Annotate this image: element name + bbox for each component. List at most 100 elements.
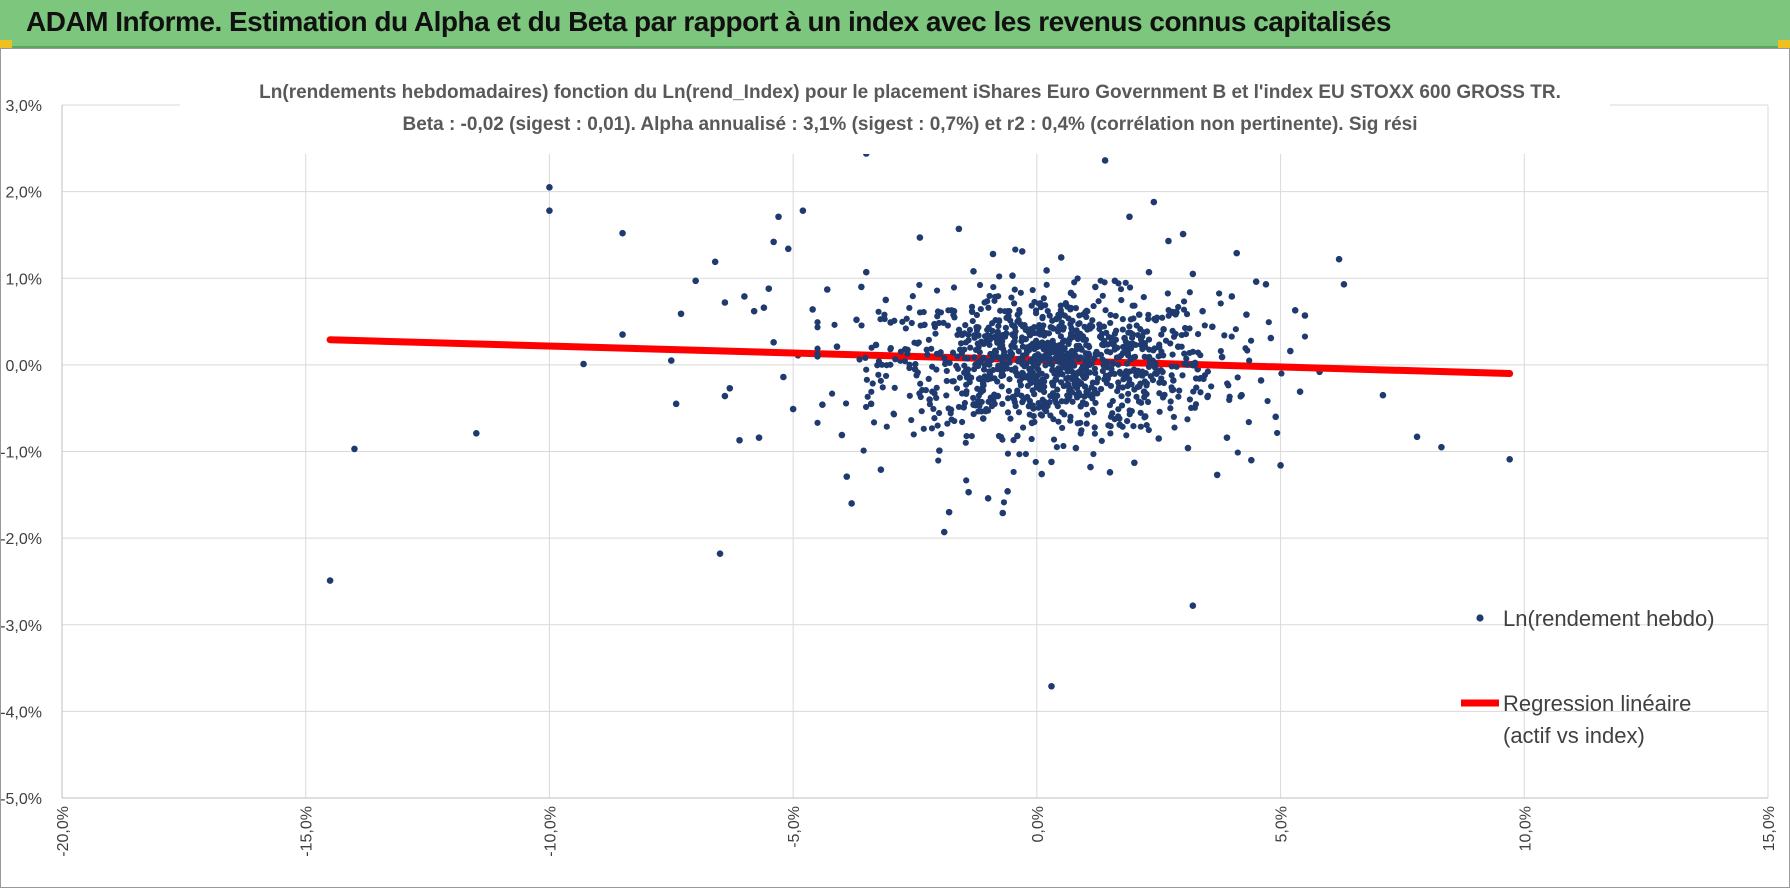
cluster-point: [1053, 371, 1060, 378]
cluster-point: [965, 337, 972, 344]
data-point: [711, 258, 719, 266]
x-tick-label: -10,0%: [542, 806, 559, 857]
cluster-point: [1225, 382, 1232, 389]
cluster-point: [1158, 375, 1165, 382]
cluster-point: [925, 375, 932, 382]
cluster-point: [955, 326, 963, 333]
cluster-point: [1083, 388, 1090, 395]
cluster-point: [1126, 323, 1133, 330]
cluster-point: [1144, 398, 1152, 406]
cluster-point: [1004, 409, 1012, 416]
cluster-point: [1035, 404, 1042, 411]
cluster-point: [1058, 409, 1066, 416]
cluster-point: [1082, 336, 1090, 343]
data-point: [765, 285, 773, 292]
data-point: [936, 447, 943, 454]
data-point: [1209, 323, 1216, 331]
cluster-point: [1037, 343, 1044, 350]
cluster-point: [1011, 286, 1018, 293]
data-point: [989, 250, 997, 258]
cluster-point: [971, 334, 978, 341]
cluster-point: [929, 388, 936, 395]
y-tick-label: 2,0%: [6, 185, 42, 202]
cluster-point: [950, 284, 958, 291]
data-point: [546, 207, 553, 214]
cluster-point: [1075, 378, 1082, 385]
data-point: [1131, 459, 1138, 467]
data-point: [721, 299, 729, 306]
cluster-point: [1011, 399, 1018, 406]
cluster-point: [938, 430, 945, 438]
data-point: [1301, 312, 1309, 319]
data-point: [1126, 213, 1133, 221]
cluster-point: [1025, 347, 1033, 354]
cluster-point: [941, 354, 948, 361]
cluster-point: [1131, 367, 1138, 375]
data-point: [580, 360, 587, 368]
cluster-point: [917, 380, 924, 387]
cluster-point: [933, 384, 940, 391]
title-background: [180, 70, 1610, 154]
cluster-point: [1143, 328, 1151, 335]
cluster-point: [1090, 450, 1097, 458]
cluster-point: [1076, 331, 1084, 338]
data-point: [877, 466, 885, 473]
cluster-point: [985, 304, 992, 311]
data-point: [780, 373, 787, 381]
cluster-point: [1077, 430, 1084, 437]
cluster-point: [1044, 307, 1051, 315]
chart-title-line-2: Beta : -0,02 (sigest : 0,01). Alpha annu…: [402, 114, 1417, 135]
cluster-point: [1115, 379, 1122, 386]
corner-marker-right: [1778, 40, 1790, 48]
data-point: [843, 473, 851, 480]
cluster-point: [1152, 364, 1159, 371]
cluster-point: [1014, 387, 1021, 394]
cluster-point: [1063, 375, 1070, 382]
cluster-point: [1134, 331, 1142, 339]
cluster-point: [1117, 286, 1125, 293]
data-point: [1296, 388, 1304, 396]
cluster-point: [1041, 383, 1048, 390]
y-tick-label: -4,0%: [0, 704, 42, 721]
cluster-point: [954, 331, 961, 339]
cluster-point: [1006, 376, 1013, 383]
corner-marker-left: [0, 40, 12, 48]
cluster-point: [1143, 422, 1150, 429]
cluster-point: [890, 410, 897, 417]
cluster-point: [1136, 383, 1143, 390]
cluster-point: [1039, 313, 1046, 321]
cluster-point: [1169, 351, 1176, 358]
cluster-point: [1029, 402, 1036, 409]
data-point: [1340, 281, 1348, 288]
cluster-point: [1216, 290, 1223, 297]
data-point: [858, 283, 865, 291]
cluster-point: [1049, 317, 1056, 324]
data-point: [1272, 413, 1279, 421]
data-point: [1150, 198, 1158, 206]
cluster-point: [1048, 361, 1056, 369]
data-point: [809, 306, 816, 313]
cluster-point: [881, 311, 888, 318]
data-point: [726, 384, 734, 392]
data-point: [1101, 157, 1109, 164]
cluster-point: [1004, 450, 1012, 457]
cluster-point: [903, 315, 910, 322]
cluster-point: [991, 391, 998, 398]
cluster-point: [1135, 398, 1143, 405]
scatter-chart: 3,0% 2,0% 1,0% 0,0% -1,0% -2,0% -3,0% -4,0% -5,0…: [0, 70, 1778, 857]
cluster-point: [1197, 389, 1204, 396]
cluster-point: [1031, 346, 1038, 353]
data-point: [965, 488, 972, 496]
legend: Ln(rendement hebdo) Regression linéaire …: [1461, 606, 1715, 748]
cluster-point: [870, 419, 878, 426]
cluster-point: [954, 353, 961, 360]
cluster-point: [1208, 383, 1215, 390]
cluster-point: [814, 345, 821, 352]
data-point: [736, 436, 743, 444]
cluster-point: [1000, 499, 1008, 506]
y-tick-label: -3,0%: [0, 618, 42, 635]
cluster-point: [1114, 344, 1121, 351]
data-point: [1048, 458, 1055, 466]
cluster-point: [1019, 370, 1027, 377]
cluster-point: [1160, 379, 1167, 387]
